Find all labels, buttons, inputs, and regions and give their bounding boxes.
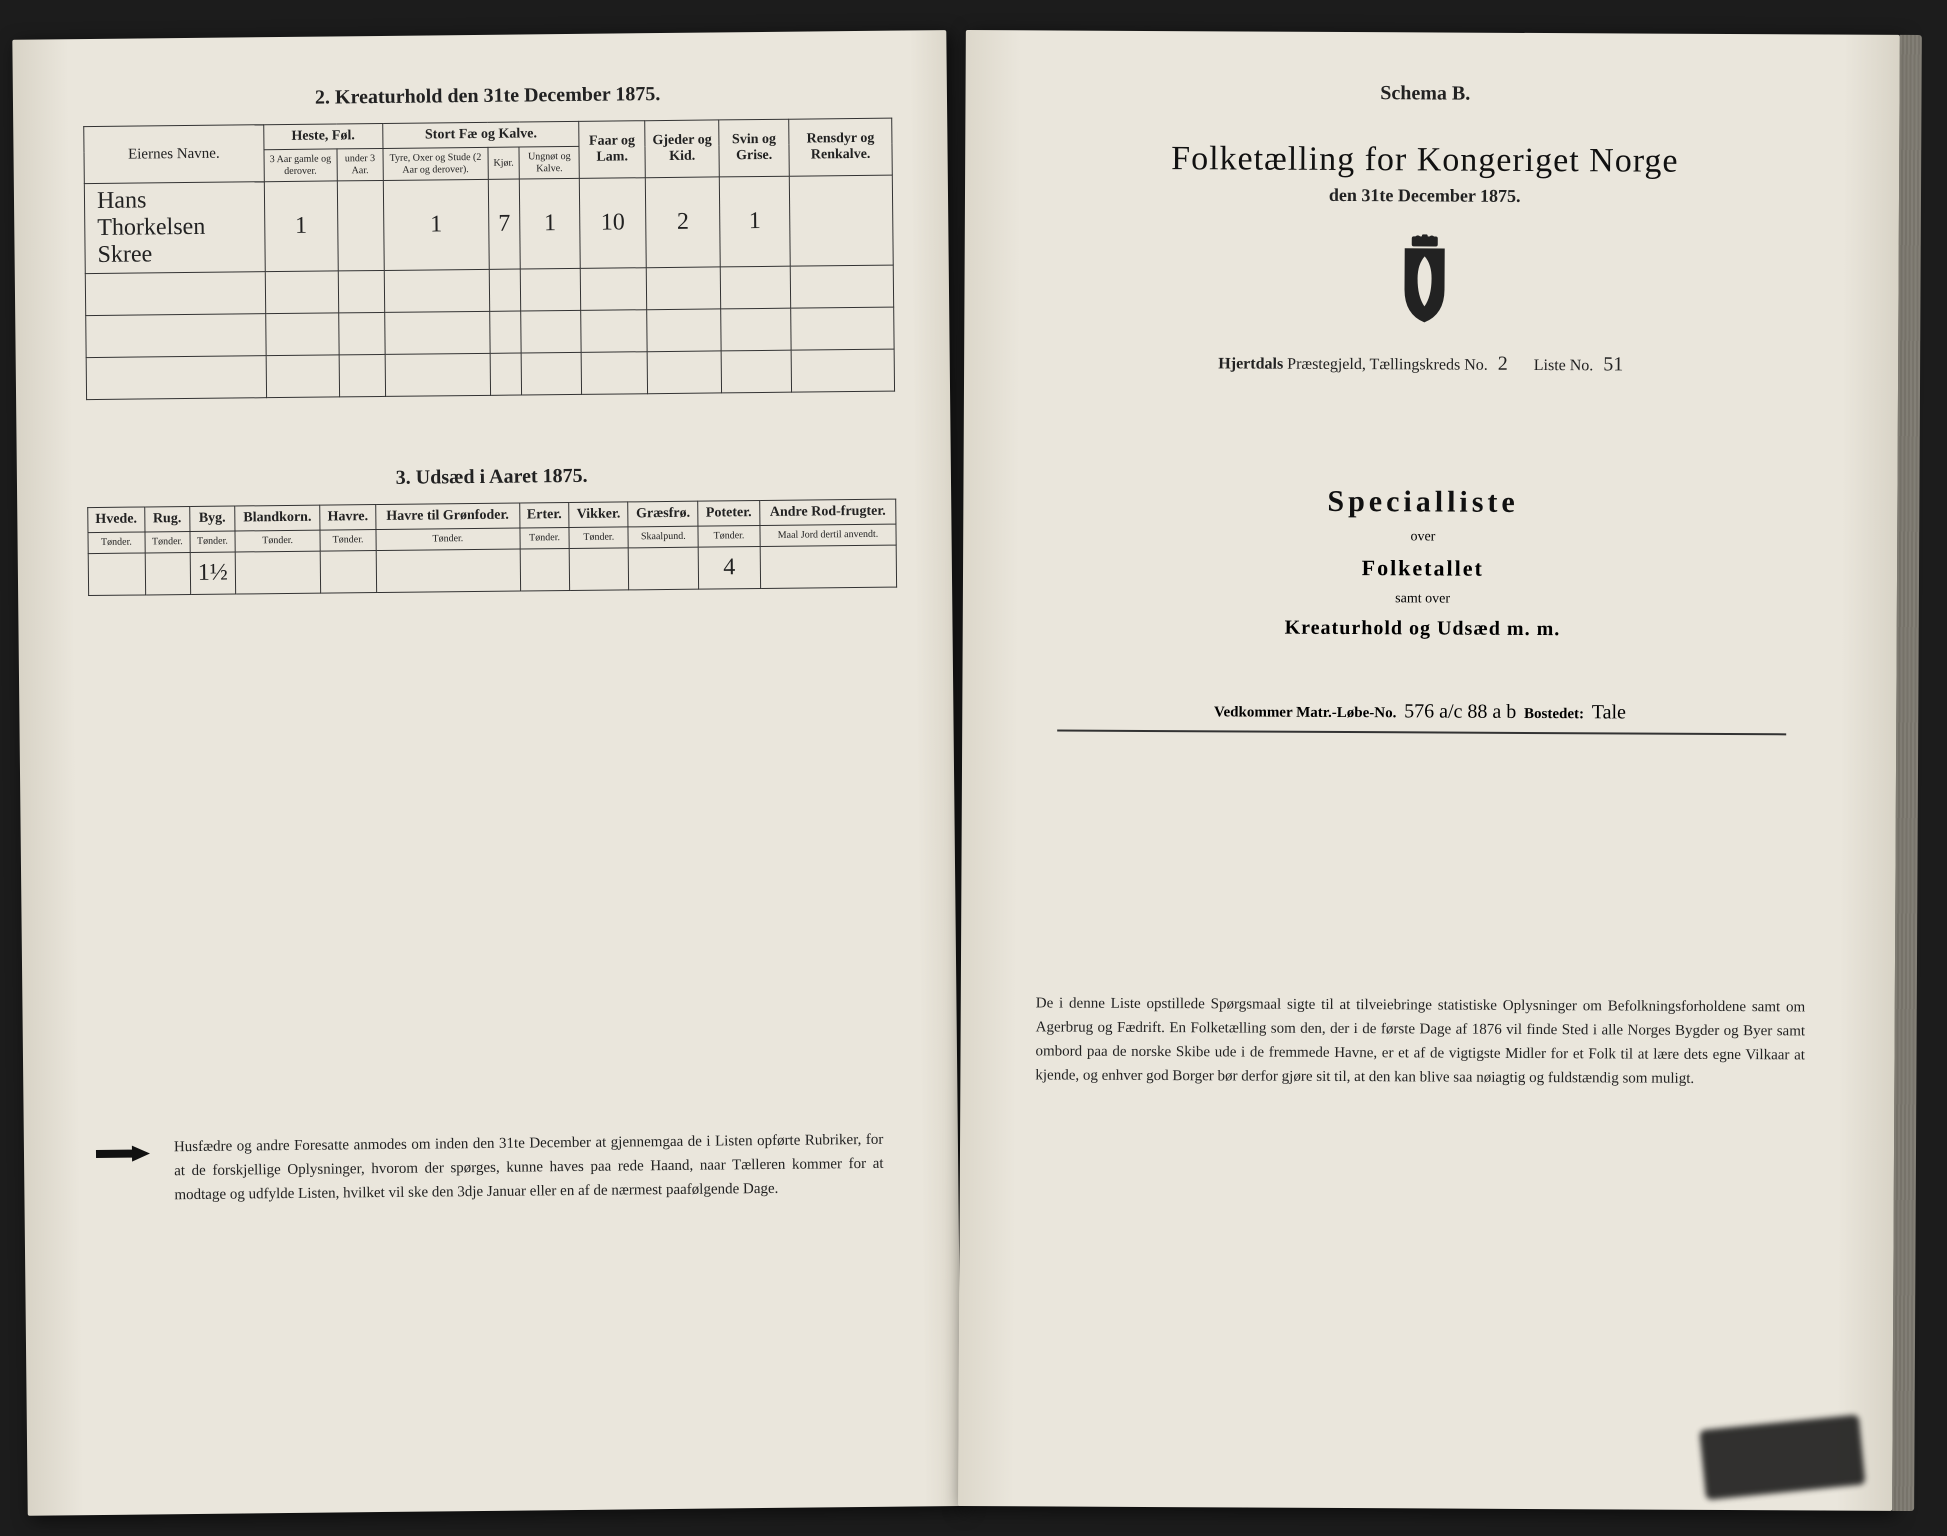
- seed-table: Hvede. Rug. Byg. Blandkorn. Havre. Havre…: [87, 499, 897, 596]
- cell-gjeder: 2: [645, 177, 721, 268]
- pointing-hand-icon: [94, 1139, 152, 1168]
- cell-s2: 7: [488, 179, 520, 269]
- sub-h2: under 3 Aar.: [337, 148, 383, 180]
- special-kreat: Kreaturhold og Udsæd m. m.: [1018, 615, 1828, 642]
- coat-of-arms-icon: [1389, 234, 1459, 324]
- cell-graesfro: [628, 547, 699, 590]
- cell-hvede: [88, 552, 145, 595]
- special-folk: Folketallet: [1018, 553, 1828, 583]
- u-rug: Tønder.: [145, 531, 190, 552]
- u-graesfro: Skaalpund.: [628, 526, 698, 547]
- col-erter: Erter.: [519, 503, 569, 529]
- left-footnote-text: Husfædre og andre Foresatte anmodes om i…: [174, 1131, 884, 1202]
- col-name-header: Eiernes Navne.: [84, 125, 264, 184]
- col-gjeder: Gjeder og Kid.: [645, 120, 720, 178]
- col-hvede: Hvede.: [88, 507, 145, 533]
- col-stort: Stort Fæ og Kalve.: [383, 121, 580, 148]
- col-byg: Byg.: [190, 506, 235, 531]
- census-date: den 31te December 1875.: [1020, 183, 1830, 208]
- cell-faar: 10: [580, 178, 646, 269]
- cell-vikker: [569, 547, 628, 590]
- col-andre: Andre Rod-frugter.: [759, 499, 896, 525]
- cell-s1: 1: [383, 179, 489, 270]
- u-hvede: Tønder.: [88, 532, 145, 553]
- table-row: [86, 349, 895, 399]
- livestock-table: Eiernes Navne. Heste, Føl. Stort Fæ og K…: [83, 118, 895, 400]
- col-heste: Heste, Føl.: [263, 123, 382, 149]
- left-footnote: Husfædre og andre Foresatte anmodes om i…: [94, 1127, 904, 1207]
- cell-andre: [760, 545, 897, 588]
- special-over: over: [1019, 527, 1828, 547]
- cell-erter: [520, 548, 570, 591]
- u-blandkorn: Tønder.: [235, 530, 320, 551]
- bosted-label: Bostedet:: [1524, 706, 1584, 722]
- u-havre: Tønder.: [320, 530, 376, 551]
- parish-mid1: Præstegjeld, Tællingskreds No.: [1288, 356, 1489, 374]
- liste-no: 51: [1598, 353, 1630, 375]
- u-havregron: Tønder.: [376, 528, 520, 550]
- parish-name: Hjertdals: [1219, 355, 1284, 372]
- parish-line: Hjertdals Præstegjeld, Tællingskreds No.…: [1019, 350, 1829, 377]
- cell-name: Hans Thorkelsen Skree: [84, 182, 265, 274]
- cell-svin: 1: [720, 176, 790, 267]
- matr-no: 576 a/c 88 a b: [1401, 700, 1521, 723]
- kreds-no: 2: [1492, 353, 1514, 375]
- vedkommer-line: Vedkommer Matr.-Løbe-No. 576 a/c 88 a b …: [1058, 698, 1788, 735]
- col-vikker: Vikker.: [569, 502, 628, 528]
- col-poteter: Poteter.: [698, 501, 759, 527]
- u-byg: Tønder.: [190, 531, 235, 552]
- cell-h2: [337, 180, 384, 270]
- col-havre: Havre.: [320, 505, 376, 531]
- col-havregron: Havre til Grønfoder.: [376, 503, 520, 530]
- sub-s1: Tyre, Oxer og Stude (2 Aar og derover).: [383, 147, 488, 180]
- col-blandkorn: Blandkorn.: [235, 505, 321, 531]
- cell-blandkorn: [235, 551, 321, 594]
- cell-s3: 1: [519, 178, 580, 269]
- cell-h1: 1: [264, 181, 338, 272]
- section2-heading: 2. Kreaturhold den 31te December 1875.: [83, 81, 893, 112]
- cell-rensdyr: [789, 175, 894, 266]
- vedkommer-label: Vedkommer Matr.-Løbe-No.: [1214, 704, 1396, 721]
- page-edges: [1893, 35, 1923, 1511]
- table-row: Hans Thorkelsen Skree 1 1 7 1 10 2 1: [84, 175, 893, 273]
- parish-mid2: Liste No.: [1534, 357, 1594, 374]
- left-page: 2. Kreaturhold den 31te December 1875. E…: [12, 30, 962, 1516]
- bosted-value: Tale: [1588, 701, 1630, 723]
- special-samt: samt over: [1018, 589, 1827, 609]
- u-erter: Tønder.: [520, 528, 570, 549]
- specialliste-title: Specialliste: [1019, 483, 1829, 521]
- col-faar: Faar og Lam.: [579, 121, 645, 179]
- u-andre: Maal Jord dertil anvendt.: [759, 524, 896, 546]
- col-graesfro: Græsfrø.: [628, 501, 698, 527]
- cell-byg: 1½: [190, 552, 236, 594]
- cell-rug: [145, 552, 191, 594]
- col-rug: Rug.: [144, 506, 189, 531]
- right-footnote: De i denne Liste opstillede Spørgsmaal s…: [1016, 991, 1826, 1091]
- right-page: Schema B. Folketælling for Kongeriget No…: [959, 30, 1901, 1511]
- u-poteter: Tønder.: [698, 526, 759, 547]
- sub-h1: 3 Aar gamle og derover.: [264, 149, 338, 182]
- schema-label: Schema B.: [1021, 80, 1831, 107]
- cell-havre: [320, 550, 376, 593]
- census-title: Folketælling for Kongeriget Norge: [1021, 139, 1831, 181]
- cell-havregron: [376, 549, 520, 593]
- binder-clip-icon: [1700, 1415, 1866, 1501]
- sub-s2: Kjør.: [488, 147, 520, 179]
- section3-heading: 3. Udsæd i Aaret 1875.: [87, 462, 897, 493]
- u-vikker: Tønder.: [569, 527, 628, 548]
- col-rensdyr: Rensdyr og Renkalve.: [788, 118, 892, 176]
- sub-s3: Ungnøt og Kalve.: [519, 146, 580, 179]
- col-svin: Svin og Grise.: [719, 119, 789, 177]
- cell-poteter: 4: [698, 546, 760, 589]
